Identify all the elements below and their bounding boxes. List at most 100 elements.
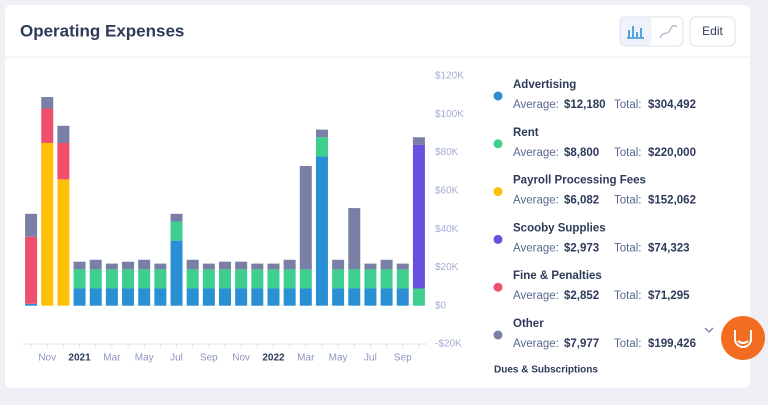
bar-segment [299, 288, 312, 306]
bar-button[interactable] [620, 17, 652, 46]
edit-button[interactable] [689, 16, 736, 47]
bar-segment [105, 288, 118, 306]
bar-segment [105, 269, 118, 289]
bar-segment [315, 156, 328, 306]
bar-segment [299, 269, 312, 289]
y-tick-label: $80K [435, 147, 459, 158]
bar-segment [25, 213, 38, 237]
chat-icon [734, 330, 752, 348]
average-label: Average: [513, 338, 559, 350]
bar-segment [89, 288, 102, 306]
bar-segment [57, 125, 70, 143]
bar-segment [219, 261, 231, 270]
bar-segment [396, 269, 409, 289]
bar-segment [364, 263, 377, 270]
y-tick-label: $40K [435, 224, 459, 235]
average-value: $2,852 [564, 290, 599, 302]
bar-segment [348, 269, 361, 289]
legend-name: Advertising [513, 79, 576, 91]
bar-segment [202, 269, 215, 289]
y-tick-label: $100K [435, 109, 464, 120]
bar-segment [364, 288, 377, 306]
bar-segment [396, 263, 409, 270]
total-value: $71,295 [648, 290, 690, 302]
legend-name: Payroll Processing Fees [513, 175, 646, 187]
bar-segment [251, 263, 264, 270]
total-value: $199,426 [648, 338, 696, 350]
y-tick-label: $20K [435, 262, 459, 273]
legend-dot [493, 91, 503, 101]
edit-label[interactable]: Edit [702, 24, 723, 38]
legend-dot [493, 187, 503, 197]
bar-segment [202, 263, 215, 270]
bar-segment [235, 261, 248, 270]
bar-segment [73, 288, 86, 306]
bar-segment [186, 288, 199, 306]
bar-segment [364, 269, 377, 289]
total-label: Total: [614, 147, 642, 159]
bar-segment [154, 263, 167, 270]
bar-segment [73, 261, 86, 270]
bar-segment [315, 129, 328, 138]
x-tick-label: Jul [364, 353, 377, 364]
bar-segment [332, 259, 345, 270]
bar-segment [412, 137, 425, 145]
bar-segment [235, 269, 248, 289]
bar-segment [202, 288, 215, 306]
bar-segment [283, 288, 296, 306]
chart-type-toggle[interactable] [619, 16, 684, 47]
x-tick-label: Nov [38, 353, 56, 364]
x-tick-label: May [329, 353, 348, 364]
average-value: $12,180 [564, 99, 606, 111]
bar-segment [154, 269, 167, 289]
y-tick-label: $0 [435, 300, 447, 311]
expand-chevron[interactable] [704, 327, 714, 333]
bar-segment [41, 108, 54, 143]
bar-segment [89, 259, 102, 270]
bar-segment [380, 269, 393, 289]
total-label: Total: [614, 290, 642, 302]
average-label: Average: [513, 242, 559, 254]
bar-segment [267, 288, 280, 306]
bar-segment [154, 288, 167, 306]
legend-dot [493, 139, 503, 149]
bar-segment [57, 143, 70, 180]
average-value: $8,800 [564, 147, 599, 159]
total-value: $74,323 [648, 242, 690, 254]
x-tick-label: 2021 [68, 353, 91, 364]
y-tick-label: $60K [435, 185, 459, 196]
bar-segment [138, 288, 151, 306]
bar-segment [73, 269, 86, 289]
legend-dot [493, 282, 503, 292]
legend-name: Scooby Supplies [513, 222, 606, 234]
bar-segment [283, 269, 296, 289]
bar-segment [267, 269, 280, 289]
bar-segment [25, 236, 38, 304]
bar-segment [186, 259, 199, 270]
bar-segment [283, 259, 296, 270]
bar-segment [412, 288, 425, 306]
chat-button[interactable] [721, 316, 765, 360]
bar-segment [41, 143, 54, 306]
bar-segment [251, 288, 264, 306]
bar-segment [138, 269, 151, 289]
bar-segment [122, 269, 135, 289]
bar-segment [348, 208, 361, 270]
bar-segment [170, 240, 183, 306]
total-value: $304,492 [648, 99, 696, 111]
bar-segment [219, 288, 231, 306]
legend-dot [493, 330, 503, 340]
x-tick-label: Sep [394, 353, 412, 364]
total-label: Total: [614, 242, 642, 254]
average-value: $2,973 [564, 242, 599, 254]
x-tick-label: May [135, 353, 154, 364]
y-tick-label: $120K [435, 71, 464, 82]
x-tick-label: Nov [232, 353, 250, 364]
total-value: $152,062 [648, 195, 696, 207]
bar-segment [41, 97, 54, 109]
bar-segment [380, 288, 393, 306]
bar-segment [25, 303, 38, 306]
line-icon[interactable] [659, 24, 678, 39]
bar-segment [235, 288, 248, 306]
